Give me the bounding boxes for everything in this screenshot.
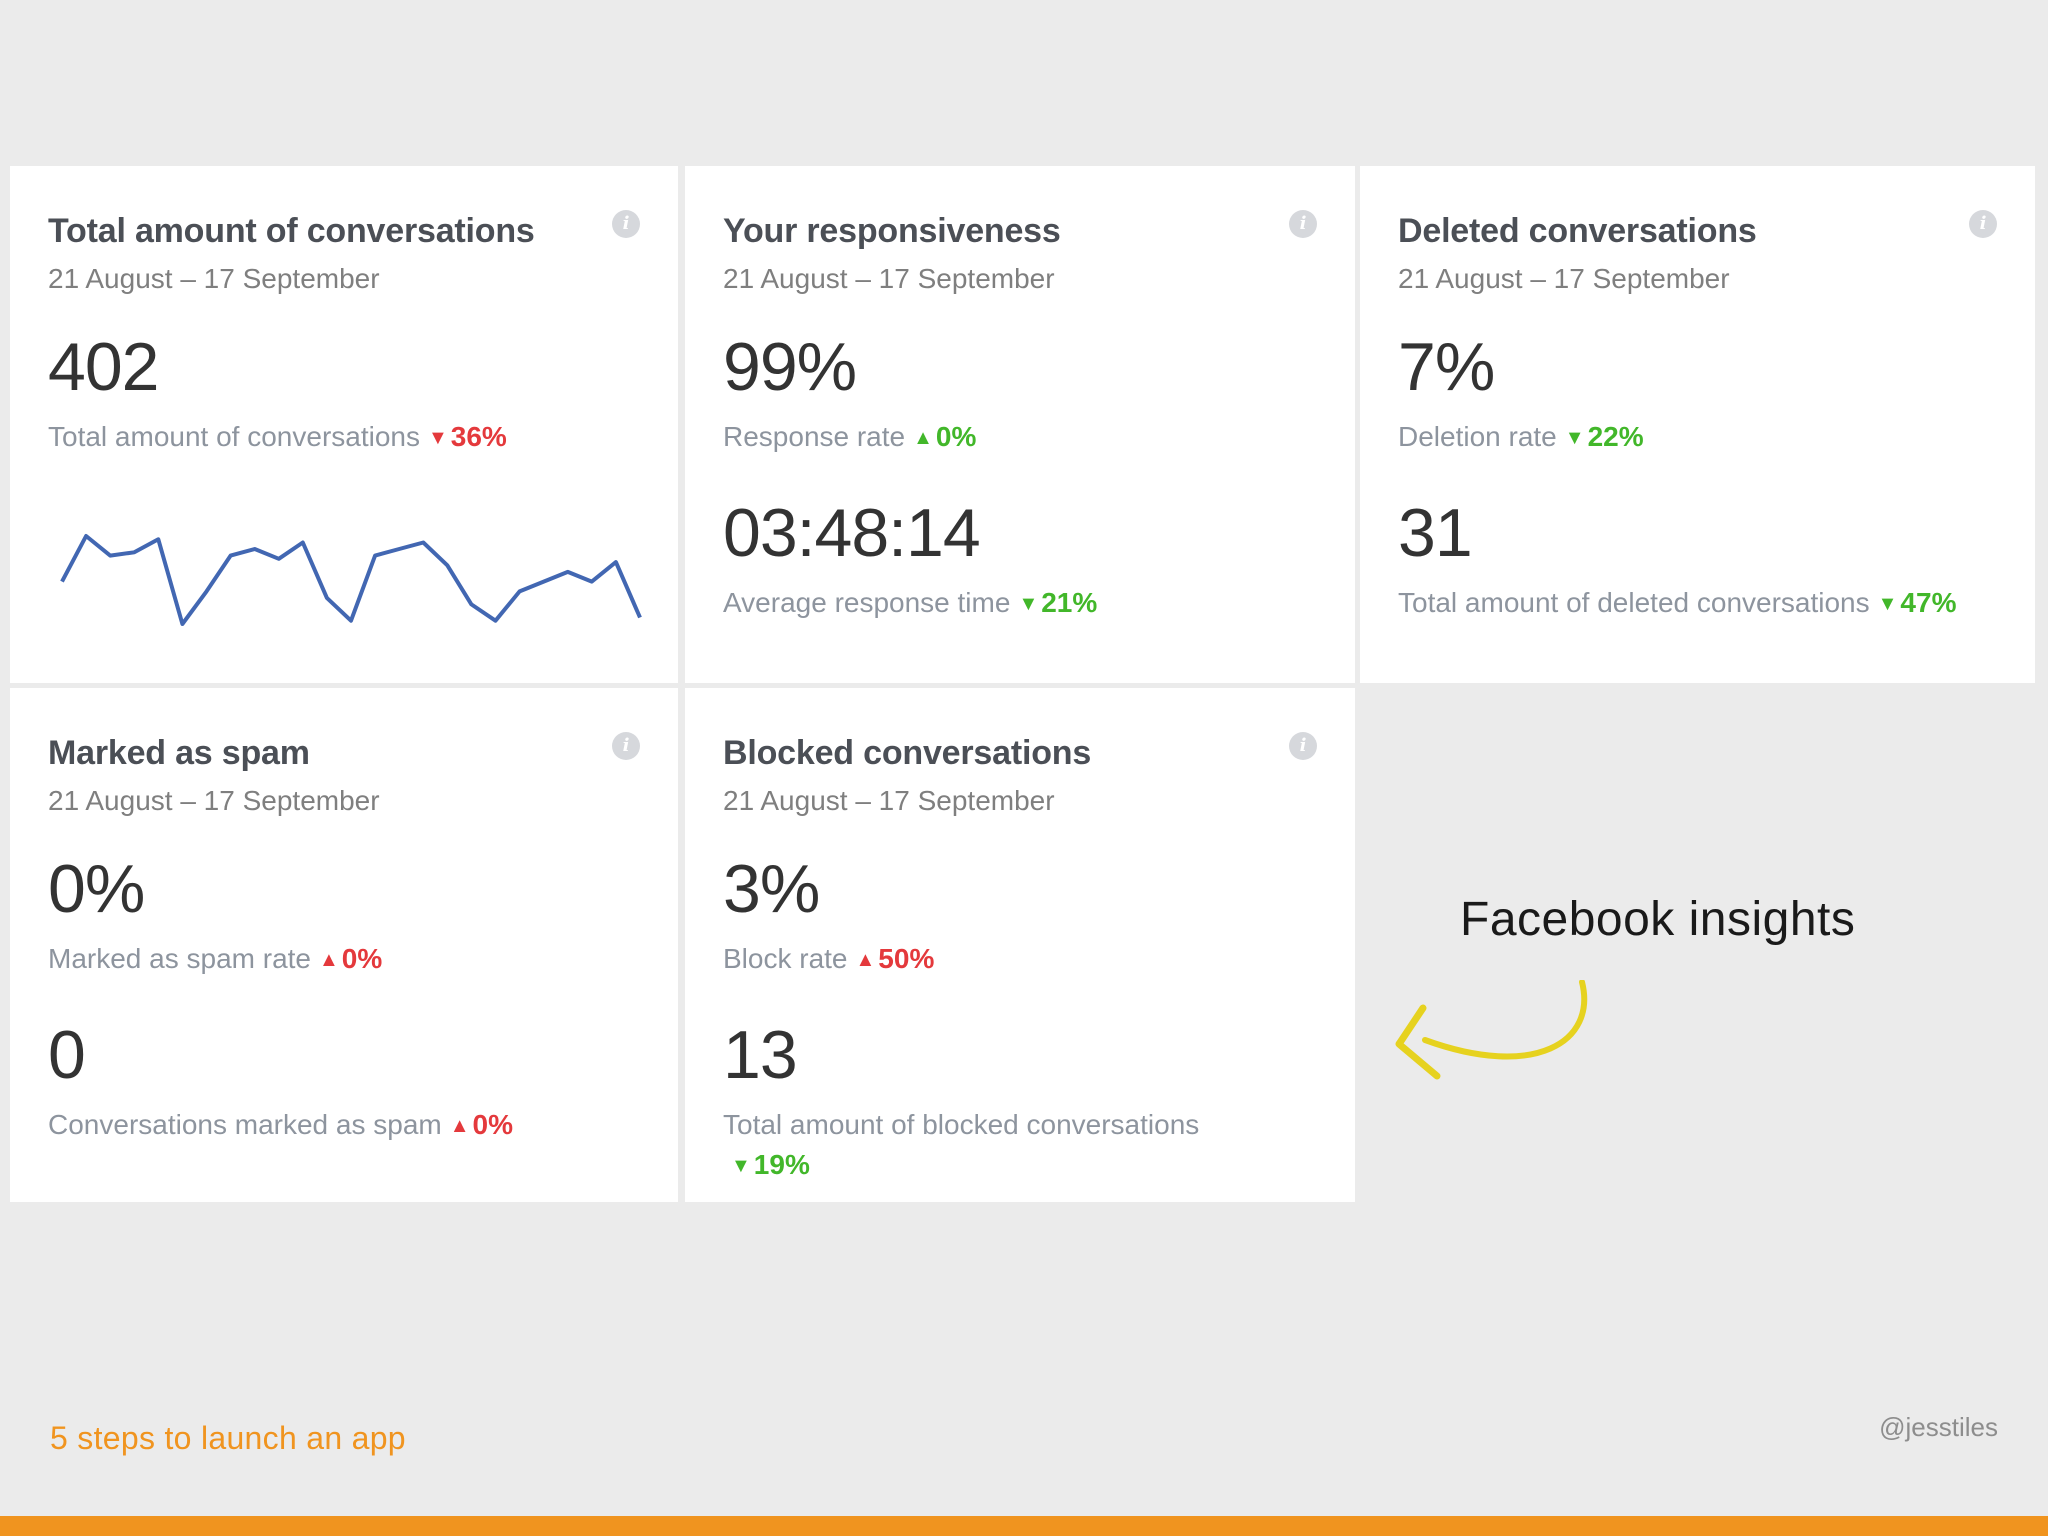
change-value: 50% [878,943,935,974]
triangle-down-icon: ▼ [1877,593,1898,615]
metric-label: Marked as spam rate [48,943,311,974]
change-value: 47% [1900,587,1957,618]
card-blocked-conversations: i Blocked conversations 21 August – 17 S… [685,688,1355,1202]
change-value: 21% [1041,587,1098,618]
date-range: 21 August – 17 September [723,263,1055,294]
metric-value: 402 [48,329,159,405]
metric-value: 7% [1398,329,1495,405]
triangle-down-icon: ▼ [1564,427,1585,449]
metric-value: 0% [48,851,145,927]
date-range: 21 August – 17 September [723,785,1055,816]
footer-handle: @jesstiles [1879,1412,1998,1442]
card-title: Your responsiveness [723,212,1061,250]
change-badge: ▲ 0% [319,943,382,974]
metric-value: 13 [723,1017,798,1093]
info-icon[interactable]: i [1289,732,1317,760]
change-value: 36% [450,421,507,452]
info-icon[interactable]: i [612,210,640,238]
curved-arrow-icon [1395,980,1588,1080]
metric-value: 31 [1398,495,1473,571]
info-icon[interactable]: i [1289,210,1317,238]
annotation-label: Facebook insights [1460,893,1856,946]
triangle-up-icon: ▲ [913,427,933,449]
metric-value: 3% [723,851,820,927]
change-badge: ▲ 50% [856,943,935,974]
triangle-up-icon: ▲ [449,1115,470,1137]
metric-value: 0 [48,1017,86,1093]
change-value: 22% [1587,421,1644,452]
triangle-down-icon: ▼ [731,1155,751,1177]
change-value: 0% [935,421,977,452]
sparkline-series [60,534,642,626]
metric-line: Total amount of deleted conversations ▼ 47… [1398,587,1997,619]
metric-label: Total amount of blocked conversations [723,1109,1200,1140]
metric-value: 03:48:14 [723,495,981,571]
triangle-up-icon: ▲ [319,949,339,971]
change-badge: ▲ 0% [913,421,976,452]
footer-title: 5 steps to launch an app [50,1420,406,1456]
metric-label: Conversations marked as spam [48,1109,442,1140]
date-range: 21 August – 17 September [48,785,380,816]
change-badge: ▼ 47% [1878,587,1957,618]
metric-line: Average response time ▼ 21% [723,587,1317,619]
card-responsiveness: i Your responsiveness 21 August – 17 Sep… [685,166,1355,683]
metric-label: Deletion rate [1398,421,1557,452]
card-title: Total amount of conversations [48,212,535,250]
change-badge: ▼ 22% [1565,421,1644,452]
metric-line: Marked as spam rate ▲ 0% [48,943,640,975]
metric-line: Deletion rate ▼ 22% [1398,421,1997,453]
metric-label: Average response time [723,587,1011,618]
metric-label: Total amount of conversations [48,421,420,452]
triangle-down-icon: ▼ [1018,593,1039,615]
date-range: 21 August – 17 September [1398,263,1730,294]
metric-label: Block rate [723,943,848,974]
metric-line: Response rate ▲ 0% [723,421,1317,453]
change-badge: ▼ 21% [1018,587,1097,618]
card-marked-as-spam: i Marked as spam 21 August – 17 Septembe… [10,688,678,1202]
card-title: Marked as spam [48,734,310,772]
change-badge: ▼ 19% [731,1149,1317,1181]
card-title: Blocked conversations [723,734,1092,772]
metric-line: Block rate ▲ 50% [723,943,1317,975]
triangle-down-icon: ▼ [427,427,448,449]
sparkline-chart [60,534,642,626]
footer-accent-bar [0,1516,2048,1536]
metric-label: Response rate [723,421,906,452]
metric-label: Total amount of deleted conversations [1398,587,1870,618]
change-badge: ▲ 0% [450,1109,513,1140]
change-value: 19% [753,1149,810,1180]
card-total-conversations: i Total amount of conversations 21 Augus… [10,166,678,683]
metric-line: Total amount of conversations ▼ 36% [48,421,640,453]
metric-line: Total amount of blocked conversations ▼ 19… [723,1109,1317,1181]
info-icon[interactable]: i [1969,210,1997,238]
info-icon[interactable]: i [612,732,640,760]
change-value: 0% [472,1109,513,1140]
metric-line: Conversations marked as spam ▲ 0% [48,1109,640,1141]
card-title: Deleted conversations [1398,212,1757,250]
change-value: 0% [341,943,383,974]
change-badge: ▼ 36% [428,421,507,452]
date-range: 21 August – 17 September [48,263,380,294]
triangle-up-icon: ▲ [855,949,876,971]
card-deleted-conversations: i Deleted conversations 21 August – 17 S… [1360,166,2035,683]
metric-value: 99% [723,329,857,405]
